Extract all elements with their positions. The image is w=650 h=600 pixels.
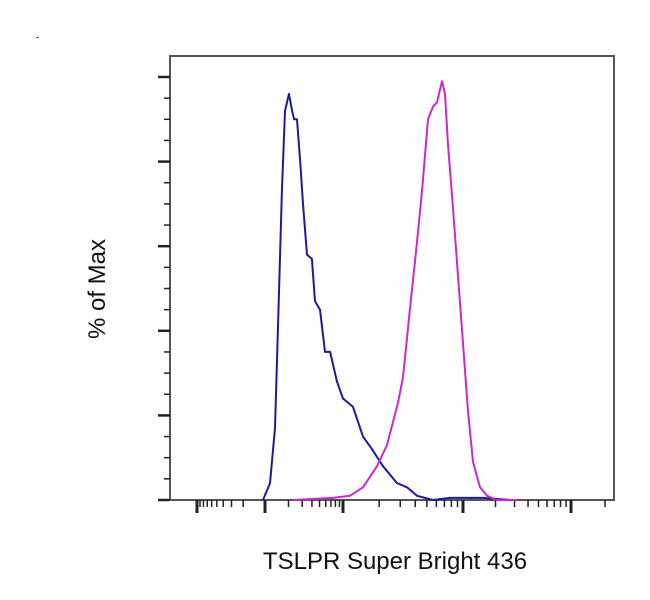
series-1-histogram-line xyxy=(262,92,512,501)
stray-mark xyxy=(36,37,39,38)
y-axis-label: % of Max xyxy=(84,238,111,340)
series-2-histogram-line xyxy=(292,80,517,501)
x-axis-label: TSLPR Super Bright 436 xyxy=(262,548,528,575)
plot-frame xyxy=(169,55,615,501)
